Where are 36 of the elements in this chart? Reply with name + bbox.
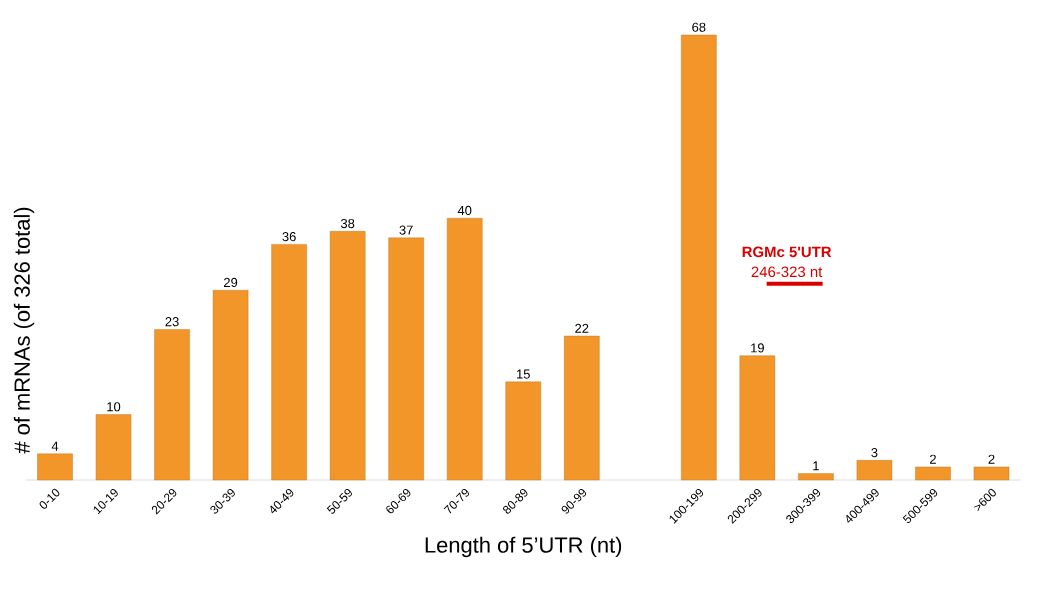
data-label: 40 [457, 205, 472, 216]
bar [798, 473, 834, 481]
annotation: 246-323 nt [751, 266, 823, 278]
bar [681, 34, 717, 481]
data-label: 15 [517, 369, 530, 379]
bar [388, 237, 424, 481]
bar [564, 335, 600, 481]
data-label: 3 [871, 448, 878, 458]
bar [329, 231, 366, 481]
bar [95, 414, 132, 481]
data-label: 23 [165, 317, 179, 327]
data-label: 10 [107, 402, 121, 412]
data-label: 1 [813, 461, 819, 471]
data-label: 37 [399, 225, 413, 235]
bar [271, 244, 307, 481]
bar [973, 466, 1010, 481]
data-label: 4 [51, 441, 59, 451]
bar [739, 355, 776, 481]
annotation: RGMc 5'UTR [742, 246, 832, 258]
bar [915, 466, 951, 481]
data-label: 68 [692, 22, 706, 32]
bar [505, 381, 541, 481]
data-label: 38 [340, 218, 355, 229]
bar [212, 290, 249, 481]
bar [154, 329, 190, 481]
y-axis-title: # of mRNAs (of 326 total) [13, 207, 35, 454]
data-label: 2 [930, 454, 936, 464]
data-label: 29 [224, 277, 238, 288]
bar [856, 460, 893, 481]
data-label: 19 [751, 343, 764, 353]
data-label: 2 [988, 454, 995, 464]
bar [446, 218, 483, 481]
data-label: 36 [282, 232, 296, 242]
x-axis-title: Length of 5’UTR (nt) [425, 536, 622, 558]
bar [37, 453, 73, 481]
data-label: 22 [575, 323, 589, 333]
